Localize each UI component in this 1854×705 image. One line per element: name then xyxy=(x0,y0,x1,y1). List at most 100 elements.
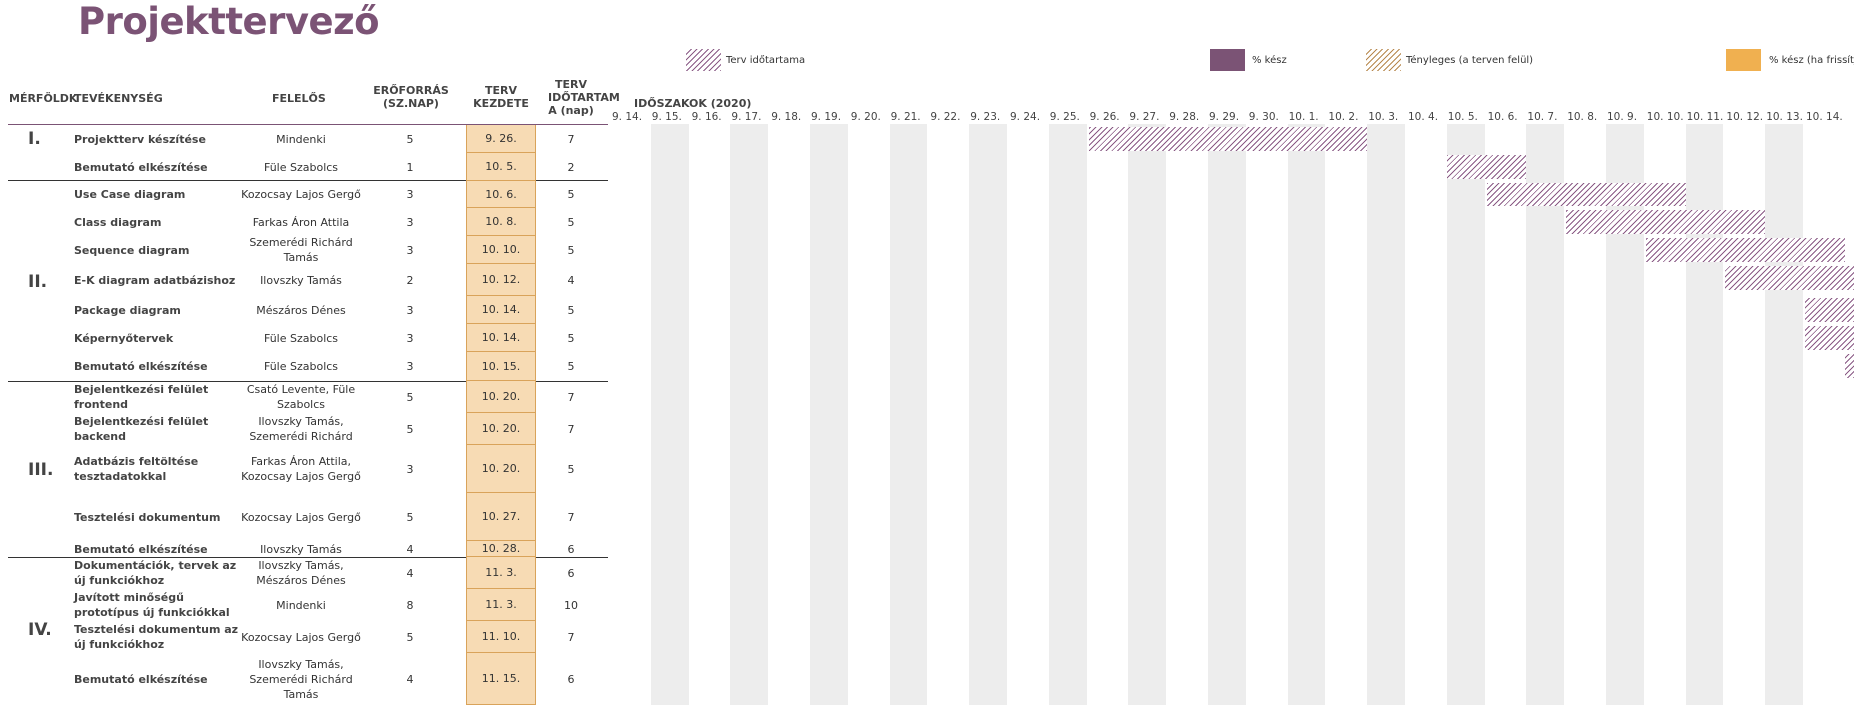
task-owner: Ilovszky Tamás, Mészáros Dénes xyxy=(256,559,346,587)
date-header: 10. 1. xyxy=(1288,111,1319,123)
task-duration: 5 xyxy=(567,331,575,345)
date-header: 9. 28. xyxy=(1169,111,1200,123)
task-owner: Füle Szabolcs xyxy=(263,160,339,174)
legend-actual-label: Tényleges (a terven felül) xyxy=(1406,55,1534,66)
gantt-bar xyxy=(1645,238,1845,262)
task-start-date: 10. 6. xyxy=(466,181,536,208)
task-duration: 6 xyxy=(567,542,575,556)
task-duration: 10 xyxy=(564,598,578,612)
date-header: 10. 7. xyxy=(1527,111,1558,123)
task-start-date: 10. 14. xyxy=(466,324,536,352)
task-effort: 3 xyxy=(406,331,414,345)
task-duration: 2 xyxy=(567,160,575,174)
date-header: 9. 26. xyxy=(1089,111,1120,123)
date-header: 9. 29. xyxy=(1209,111,1240,123)
gantt-column xyxy=(730,124,769,705)
task-activity: Tesztelési dokumentum az új funkciókhoz xyxy=(74,623,239,651)
task-start-date: 10. 20. xyxy=(466,381,536,413)
task-activity: E-K diagram adatbázishoz xyxy=(74,273,236,287)
date-header: 10. 8. xyxy=(1567,111,1598,123)
task-start-date: 11. 3. xyxy=(466,557,536,589)
date-header: 9. 15. xyxy=(651,111,682,123)
task-effort: 3 xyxy=(406,215,414,229)
gantt-bar xyxy=(1566,210,1766,234)
task-duration: 5 xyxy=(567,188,575,201)
task-owner: Kozocsay Lajos Gergő xyxy=(241,510,361,524)
task-duration: 6 xyxy=(567,672,575,686)
gantt-bar xyxy=(1486,183,1686,206)
header-duration: TERV IDŐTARTAM A (nap) xyxy=(548,78,620,117)
date-header: 9. 25. xyxy=(1049,111,1080,123)
task-activity: Adatbázis feltöltése tesztadatokkal xyxy=(74,455,199,483)
task-activity: Bemutató elkészítése xyxy=(74,360,208,373)
task-duration: 7 xyxy=(567,630,575,644)
task-activity: Tesztelési dokumentum xyxy=(74,510,221,524)
date-header: 10. 4. xyxy=(1408,111,1439,123)
task-effort: 5 xyxy=(406,422,414,436)
date-header: 10. 11. xyxy=(1686,111,1724,123)
task-owner: Mészáros Dénes xyxy=(256,303,346,317)
date-header: 10. 6. xyxy=(1487,111,1518,123)
gantt-column xyxy=(1446,124,1485,705)
task-start-date: 10. 8. xyxy=(466,208,536,236)
task-activity: Class diagram xyxy=(74,215,162,229)
date-header: 9. 19. xyxy=(811,111,842,123)
gantt-bar xyxy=(1844,354,1854,378)
task-activity: Use Case diagram xyxy=(74,188,186,201)
task-start-date: 10. 14. xyxy=(466,296,536,324)
task-effort: 5 xyxy=(406,132,414,146)
task-effort: 4 xyxy=(406,542,414,556)
gantt-column xyxy=(1048,124,1087,705)
gantt-bar xyxy=(1725,266,1854,290)
task-owner: Kozocsay Lajos Gergő xyxy=(241,188,361,201)
task-owner: Farkas Áron Attila xyxy=(252,215,350,229)
gantt-column xyxy=(1287,124,1326,705)
task-owner: Ilovszky Tamás xyxy=(260,542,342,556)
task-duration: 7 xyxy=(567,510,575,524)
date-header: 10. 5. xyxy=(1447,111,1478,123)
header-milestone: MÉRFÖLDK xyxy=(9,92,78,105)
task-start-date: 10. 12. xyxy=(466,264,536,296)
task-activity: Bemutató elkészítése xyxy=(74,542,208,556)
task-start-date: 11. 10. xyxy=(466,621,536,653)
date-header: 10. 12. xyxy=(1726,111,1764,123)
gantt-column xyxy=(889,124,928,705)
task-activity: Bejelentkezési felület backend xyxy=(74,415,209,443)
task-activity: Bemutató elkészítése xyxy=(74,160,208,174)
milestone-4: IV. xyxy=(28,620,52,640)
task-effort: 3 xyxy=(406,243,414,257)
task-duration: 7 xyxy=(567,422,575,436)
gantt-bar xyxy=(1446,155,1527,179)
task-duration: 5 xyxy=(567,303,575,317)
gantt-bar xyxy=(1805,298,1854,322)
header-divider xyxy=(8,124,608,125)
task-duration: 4 xyxy=(567,273,575,287)
date-header: 9. 30. xyxy=(1248,111,1279,123)
task-duration: 5 xyxy=(567,360,575,373)
task-start-date: 10. 15. xyxy=(466,352,536,381)
task-start-date: 10. 28. xyxy=(466,541,536,557)
date-header: 10. 3. xyxy=(1368,111,1399,123)
date-header: 9. 16. xyxy=(691,111,722,123)
date-header: 10. 14. xyxy=(1806,111,1843,123)
task-start-date: 10. 20. xyxy=(466,413,536,445)
task-activity: Képernyőtervek xyxy=(74,331,174,345)
gantt-column xyxy=(1208,124,1246,705)
task-owner: Ilovszky Tamás, Szemerédi Richárd xyxy=(249,415,353,443)
task-activity: Package diagram xyxy=(74,303,181,317)
gantt-column xyxy=(1367,124,1405,705)
task-start-date: 10. 20. xyxy=(466,445,536,493)
milestone-2: II. xyxy=(28,272,48,292)
legend-plan-label: Terv időtartama xyxy=(726,55,806,66)
date-header: 9. 21. xyxy=(890,111,921,123)
task-start-date: 9. 26. xyxy=(466,125,536,153)
task-owner: Mindenki xyxy=(276,598,326,612)
date-header: 9. 22. xyxy=(930,111,961,123)
legend-pct-swatch xyxy=(1210,49,1245,71)
date-header: 9. 27. xyxy=(1129,111,1160,123)
task-activity: Javított minőségű prototípus új funkciók… xyxy=(74,591,230,619)
group-divider xyxy=(8,180,608,181)
date-header: 9. 17. xyxy=(731,111,762,123)
gantt-column xyxy=(1526,124,1565,705)
legend-actual-swatch xyxy=(1366,49,1401,71)
